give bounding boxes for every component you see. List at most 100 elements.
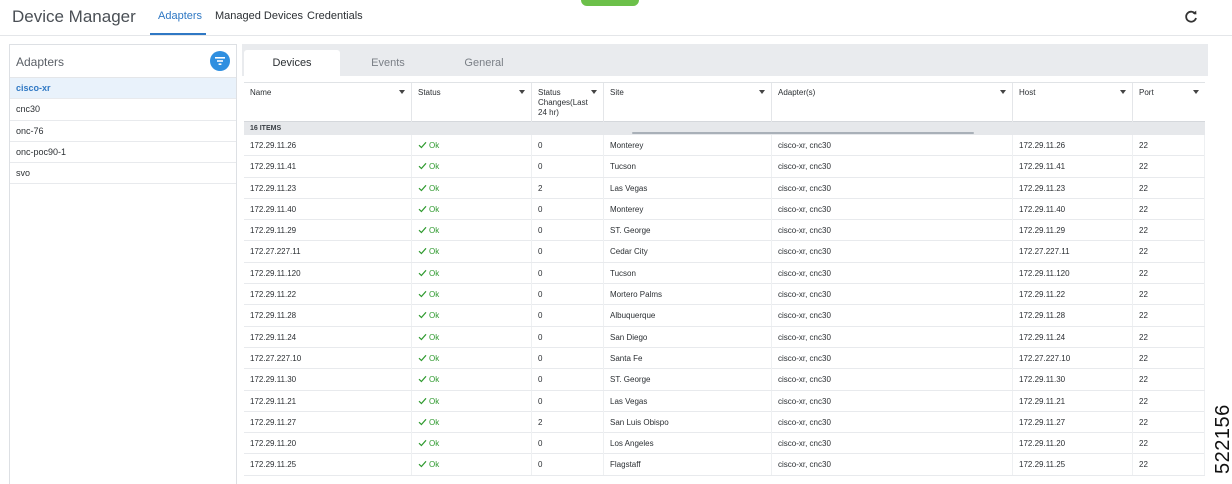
column-header-host[interactable]: Host (1013, 83, 1133, 122)
cell-status: Ok (412, 241, 532, 263)
cell-site: Mortero Palms (604, 284, 772, 306)
table-row[interactable]: 172.27.227.10 Ok 0 Santa Fe cisco-xr, cnc30 1… (244, 347, 1205, 370)
table-row[interactable]: 172.29.11.20 Ok 0 Los Angeles cisco-xr, cnc3… (244, 433, 1205, 455)
tab-adapters[interactable]: Adapters (158, 10, 203, 22)
cell-name: 172.29.11.21 (244, 390, 412, 412)
column-header-port[interactable]: Port (1133, 83, 1205, 122)
cell-status: Ok (412, 347, 532, 369)
table-row[interactable]: 172.29.11.120 Ok 0 Tucson cisco-xr, cnc30 172… (244, 262, 1205, 285)
sort-caret-icon[interactable] (1120, 90, 1126, 94)
filter-button[interactable] (210, 51, 230, 71)
cell-port: 22 (1133, 198, 1205, 220)
sort-caret-icon[interactable] (399, 90, 405, 94)
cell-name: 172.29.11.120 (244, 262, 412, 284)
sidebar-item-cisco-xr[interactable]: cisco-xr (10, 78, 236, 100)
table-row[interactable]: 172.29.11.30 Ok 0 ST. George cisco-xr, cnc30… (244, 369, 1205, 391)
refresh-icon[interactable] (1183, 9, 1199, 25)
sort-caret-icon[interactable] (591, 90, 597, 94)
cell-host: 172.29.11.40 (1013, 198, 1133, 220)
cell-name: 172.29.11.30 (244, 369, 412, 391)
table-row[interactable]: 172.29.11.24 Ok 0 San Diego cisco-xr, cnc30 1… (244, 326, 1205, 348)
check-icon (418, 205, 427, 213)
cell-site: ST. George (604, 220, 772, 242)
table-row[interactable]: 172.29.11.41 Ok 0 Tucson cisco-xr, cnc30 172.… (244, 156, 1205, 178)
cell-port: 22 (1133, 220, 1205, 242)
column-header-status[interactable]: Status (412, 83, 532, 122)
tab-events[interactable]: Events (371, 57, 405, 69)
status-text: Ok (429, 268, 440, 278)
table-row[interactable]: 172.29.11.21 Ok 0 Las Vegas cisco-xr, cnc30 1… (244, 390, 1205, 412)
sort-caret-icon[interactable] (1000, 90, 1006, 94)
cell-host: 172.29.11.30 (1013, 369, 1133, 391)
cell-adapters: cisco-xr, cnc30 (772, 411, 1013, 433)
cell-name: 172.29.11.20 (244, 433, 412, 455)
sidebar-header: Adapters (10, 45, 236, 78)
status-text: Ok (429, 183, 440, 193)
cell-status: Ok (412, 135, 532, 156)
cell-host: 172.29.11.23 (1013, 177, 1133, 199)
top-bar: Device Manager Adapters Managed Devices … (0, 0, 1232, 36)
cell-port: 22 (1133, 326, 1205, 348)
cell-name: 172.29.11.26 (244, 135, 412, 156)
status-text: Ok (429, 460, 440, 470)
cell-status-changes: 2 (532, 411, 604, 433)
figure-id: 522156 (1212, 404, 1232, 474)
column-header-status-changes[interactable]: Status Changes(Last 24 hr) (532, 83, 604, 122)
check-icon (418, 440, 427, 447)
check-icon (418, 461, 427, 468)
cell-status-changes: 0 (532, 284, 604, 306)
tab-credentials[interactable]: Credentials (307, 10, 363, 22)
cell-status: Ok (412, 305, 532, 327)
cell-host: 172.29.11.27 (1013, 411, 1133, 433)
cell-adapters: cisco-xr, cnc30 (772, 305, 1013, 327)
cell-name: 172.29.11.29 (244, 220, 412, 242)
cell-site: Los Angeles (604, 433, 772, 455)
sidebar-item-svo[interactable]: svo (10, 163, 236, 185)
column-header-name[interactable]: Name (244, 83, 412, 122)
table-row[interactable]: 172.29.11.28 Ok 0 Albuquerque cisco-xr, cnc3… (244, 305, 1205, 327)
tab-devices[interactable]: Devices (244, 50, 340, 76)
active-tab-indicator (150, 33, 206, 35)
sort-caret-icon[interactable] (1193, 90, 1199, 94)
status-text: Ok (429, 311, 440, 321)
table-row[interactable]: 172.29.11.23 Ok 2 Las Vegas cisco-xr, cnc30 1… (244, 177, 1205, 199)
cell-site: Santa Fe (604, 347, 772, 369)
sidebar-item-onc-76[interactable]: onc-76 (10, 121, 236, 142)
sort-caret-icon[interactable] (519, 90, 525, 94)
cell-site: Albuquerque (604, 305, 772, 327)
cell-site: Tucson (604, 156, 772, 178)
cell-status-changes: 2 (532, 177, 604, 199)
cell-host: 172.29.11.25 (1013, 454, 1133, 476)
cell-status-changes: 0 (532, 156, 604, 178)
cell-port: 22 (1133, 411, 1205, 433)
check-icon (418, 397, 427, 404)
table-row[interactable]: 172.29.11.26 Ok 0 Monterey cisco-xr, cnc30 17… (244, 135, 1205, 157)
cell-status-changes: 0 (532, 347, 604, 369)
cell-host: 172.29.11.24 (1013, 326, 1133, 348)
column-header-site[interactable]: Site (604, 83, 772, 122)
tab-managed-devices[interactable]: Managed Devices (215, 10, 304, 22)
check-icon (418, 141, 427, 149)
table-row[interactable]: 172.27.227.11 Ok 0 Cedar City cisco-xr, cnc3… (244, 241, 1205, 263)
cell-site: Las Vegas (604, 390, 772, 412)
table-row[interactable]: 172.29.11.22 Ok 0 Mortero Palms cisco-xr, cn… (244, 284, 1205, 306)
table-row[interactable]: 172.29.11.25 Ok 0 Flagstaff cisco-xr, cnc30 1… (244, 454, 1205, 476)
table-row[interactable]: 172.29.11.40 Ok 0 Monterey cisco-xr, cnc30 17… (244, 198, 1205, 221)
cell-site: San Diego (604, 326, 772, 348)
cell-status-changes: 0 (532, 369, 604, 391)
table-row[interactable]: 172.29.11.27 Ok 2 San Luis Obispo cisco-xr, … (244, 411, 1205, 434)
tab-general[interactable]: General (464, 57, 504, 69)
status-pill[interactable] (581, 0, 639, 6)
cell-site: Las Vegas (604, 177, 772, 199)
sidebar-item-onc-poc90-1[interactable]: onc-poc90-1 (10, 142, 236, 164)
horizontal-scrollbar[interactable] (632, 132, 974, 134)
cell-status: Ok (412, 177, 532, 199)
sidebar-item-cnc30[interactable]: cnc30 (10, 99, 236, 121)
cell-status: Ok (412, 284, 532, 306)
cell-port: 22 (1133, 433, 1205, 455)
column-header-adapters[interactable]: Adapter(s) (772, 83, 1013, 122)
sort-caret-icon[interactable] (759, 90, 765, 94)
cell-host: 172.29.11.20 (1013, 433, 1133, 455)
table-row[interactable]: 172.29.11.29 Ok 0 ST. George cisco-xr, cnc30… (244, 220, 1205, 242)
cell-adapters: cisco-xr, cnc30 (772, 262, 1013, 284)
